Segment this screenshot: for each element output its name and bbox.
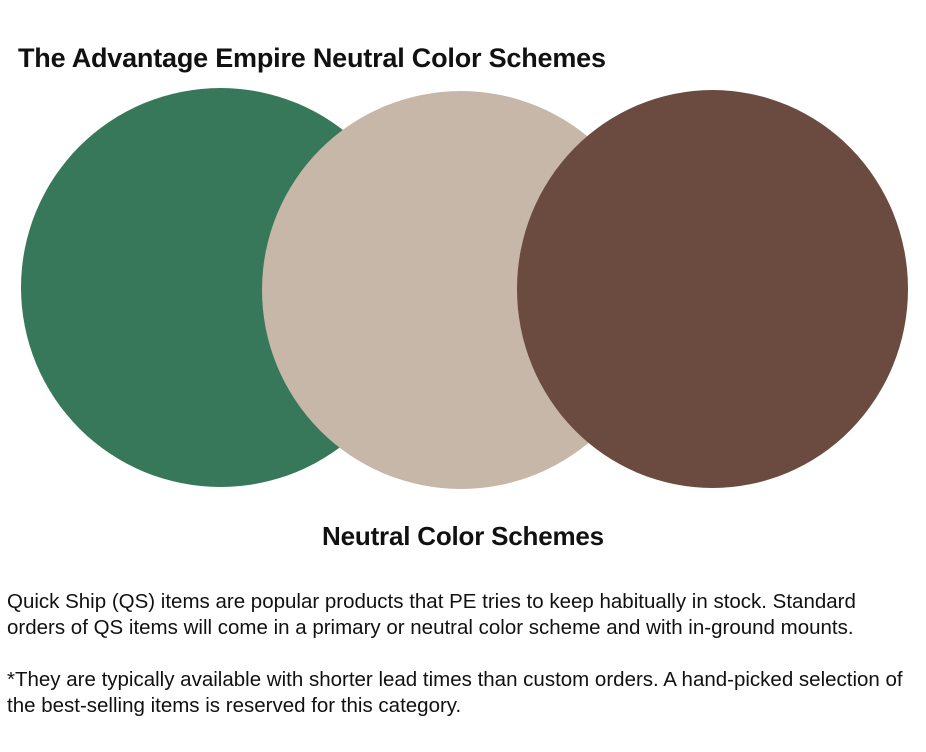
color-swatch-group: [21, 88, 908, 489]
swatch-caption: Neutral Color Schemes: [322, 521, 604, 551]
body-paragraph-2: *They are typically available with short…: [7, 668, 903, 717]
page-title: The Advantage Empire Neutral Color Schem…: [18, 43, 606, 74]
body-copy: Quick Ship (QS) items are popular produc…: [7, 589, 913, 719]
color-swatch-brown: [517, 90, 908, 488]
body-paragraph-1: Quick Ship (QS) items are popular produc…: [7, 590, 856, 639]
